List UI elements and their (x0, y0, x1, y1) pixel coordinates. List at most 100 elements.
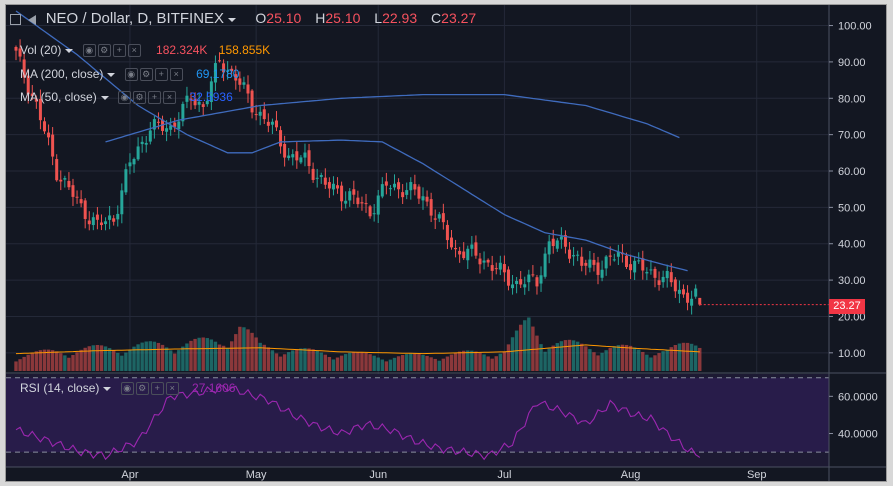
eye-icon[interactable]: ◉ (82, 44, 96, 58)
candle-body (340, 185, 344, 202)
volume-bar (580, 343, 584, 371)
candle-body (596, 262, 600, 275)
plus-icon[interactable]: + (154, 68, 168, 82)
volume-bar (91, 345, 96, 371)
candle-body (22, 59, 26, 78)
time-tick-label: Aug (621, 469, 641, 481)
close-icon[interactable]: × (127, 44, 141, 58)
plus-icon[interactable]: + (150, 382, 164, 396)
volume-bar (250, 332, 254, 371)
candle-body (189, 98, 193, 101)
candle-body (344, 200, 348, 204)
candle-body (397, 182, 401, 190)
candle-body (226, 70, 230, 72)
study-rsi[interactable]: RSI (14, close) ◉ ⚙ + × 27.1606 (20, 381, 235, 396)
candle-body (633, 260, 637, 273)
volume-bar (498, 353, 503, 371)
candle-body (677, 289, 681, 294)
candle-body (376, 195, 380, 215)
candle-body (543, 253, 547, 277)
grid (6, 5, 829, 467)
collapse-icon[interactable] (28, 14, 37, 25)
candle-body (124, 169, 128, 193)
candle-body (368, 206, 372, 217)
volume-bar (55, 351, 59, 371)
symbol-title[interactable]: NEO / Dollar, D, BITFINEX (45, 10, 225, 27)
volume-bar (315, 350, 319, 371)
volume-bar (327, 357, 332, 371)
menu-icon[interactable] (10, 14, 21, 26)
chart-canvas[interactable]: 100.00 90.00 80.00 70.00 60.00 50.00 40.00 30.0… (6, 5, 886, 481)
chevron-down-icon[interactable] (103, 386, 112, 391)
candle-body (531, 274, 535, 276)
volume-bar (592, 352, 596, 371)
candles (14, 39, 702, 315)
eye-icon[interactable]: ◉ (118, 91, 132, 105)
volume-bar (34, 351, 39, 371)
candle-body (91, 217, 95, 226)
candle-body (482, 260, 486, 263)
low-value: 22.93 (382, 10, 418, 26)
volume-bar (616, 345, 621, 371)
study-ma50[interactable]: MA (50, close) ◉ ⚙ + × 32.5936 (20, 90, 233, 105)
volume-bar (339, 355, 344, 371)
volume-bar (604, 350, 608, 371)
candle-body (230, 68, 234, 72)
candle-body (319, 175, 323, 177)
volume-bar (168, 350, 173, 371)
candle-body (205, 100, 209, 105)
eye-icon[interactable]: ◉ (120, 382, 134, 396)
candle-body (462, 251, 466, 259)
candle-body (165, 128, 169, 132)
volume-bar (189, 340, 193, 371)
candle-body (258, 111, 262, 116)
candle-body (612, 259, 616, 261)
candle-body (511, 284, 515, 289)
volume-bar (661, 351, 665, 371)
candle-body (250, 90, 254, 113)
volume-bar (59, 353, 63, 371)
candle-body (592, 259, 596, 265)
candle-body (364, 203, 368, 205)
candle-body (384, 181, 388, 186)
volume-bar (571, 340, 576, 371)
volume-bar (335, 357, 340, 371)
chevron-down-icon[interactable] (107, 72, 116, 77)
volume-bar (181, 346, 185, 371)
chevron-down-icon[interactable] (65, 48, 74, 53)
price-tick-label: 100.00 (838, 21, 872, 33)
plus-icon[interactable]: + (148, 91, 162, 105)
close-icon[interactable]: × (169, 68, 183, 82)
candle-body (494, 268, 498, 270)
candle-body (270, 121, 274, 125)
rsi-tick-label: 40.0000 (838, 429, 878, 441)
settings-icon[interactable]: ⚙ (97, 44, 111, 58)
chevron-down-icon[interactable] (228, 17, 237, 22)
volume-bar (201, 337, 205, 371)
settings-icon[interactable]: ⚙ (135, 382, 149, 396)
candle-body (209, 81, 213, 103)
candle-body (637, 260, 641, 262)
volume-bar (278, 356, 283, 371)
volume-bar (217, 344, 222, 371)
settings-icon[interactable]: ⚙ (133, 91, 147, 105)
candle-body (120, 190, 124, 215)
volume-bar (425, 355, 429, 371)
close-icon[interactable]: × (163, 91, 177, 105)
candle-body (445, 224, 449, 241)
eye-icon[interactable]: ◉ (124, 68, 138, 82)
chevron-down-icon[interactable] (100, 95, 109, 100)
volume-bar (209, 339, 214, 371)
plus-icon[interactable]: + (112, 44, 126, 58)
volume-bar (523, 320, 527, 371)
volume-bar (612, 346, 616, 371)
candle-body (47, 132, 51, 138)
settings-icon[interactable]: ⚙ (139, 68, 153, 82)
ma50-line (15, 10, 688, 272)
close-icon[interactable]: × (165, 382, 179, 396)
candle-body (417, 186, 421, 199)
study-vol[interactable]: Vol (20) ◉ ⚙ + × 182.324K 158.855K (20, 43, 270, 58)
candle-body (527, 274, 531, 283)
volume-bar (445, 356, 450, 371)
study-ma200[interactable]: MA (200, close) ◉ ⚙ + × 69.1780 (20, 67, 239, 82)
